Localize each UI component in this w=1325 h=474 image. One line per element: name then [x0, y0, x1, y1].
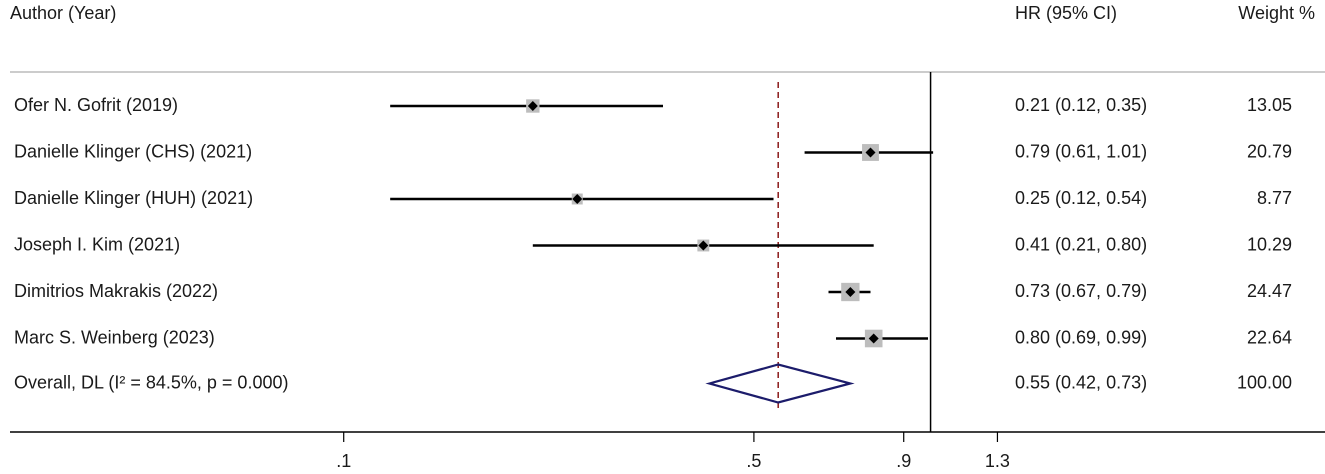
hr-label: 0.80 (0.69, 0.99): [1015, 327, 1147, 347]
overall-weight-label: 100.00: [1237, 372, 1292, 392]
hr-label: 0.73 (0.67, 0.79): [1015, 281, 1147, 301]
overall-label: Overall, DL (I² = 84.5%, p = 0.000): [14, 372, 288, 392]
point-estimate: [845, 287, 856, 297]
weight-label: 8.77: [1257, 188, 1292, 208]
hr-label: 0.79 (0.61, 1.01): [1015, 141, 1147, 161]
study-label: Dimitrios Makrakis (2022): [14, 281, 218, 301]
overall-diamond: [705, 363, 855, 404]
hr-label: 0.21 (0.12, 0.35): [1015, 95, 1147, 115]
weight-label: 20.79: [1247, 141, 1292, 161]
x-tick-label: .5: [746, 451, 761, 471]
point-estimate: [572, 194, 583, 204]
weight-label: 24.47: [1247, 281, 1292, 301]
weight-label: 22.64: [1247, 327, 1292, 347]
label-header: Author (Year): [10, 3, 116, 23]
study-label: Marc S. Weinberg (2023): [14, 327, 215, 347]
value-header: HR (95% CI): [1015, 3, 1117, 23]
point-estimate: [698, 240, 709, 251]
weight-header: Weight %: [1238, 3, 1315, 23]
hr-label: 0.25 (0.12, 0.54): [1015, 188, 1147, 208]
x-tick-label: 1.3: [985, 451, 1010, 471]
hr-label: 0.41 (0.21, 0.80): [1015, 234, 1147, 254]
weight-label: 10.29: [1247, 234, 1292, 254]
point-estimate: [527, 101, 538, 111]
overall-hr-label: 0.55 (0.42, 0.73): [1015, 372, 1147, 392]
point-estimate: [865, 147, 876, 158]
point-estimate: [868, 333, 879, 344]
weight-label: 13.05: [1247, 95, 1292, 115]
x-tick-label: .1: [336, 451, 351, 471]
study-label: Joseph I. Kim (2021): [14, 234, 180, 254]
study-label: Danielle Klinger (HUH) (2021): [14, 188, 253, 208]
x-tick-label: .9: [896, 451, 911, 471]
study-label: Ofer N. Gofrit (2019): [14, 95, 178, 115]
study-label: Danielle Klinger (CHS) (2021): [14, 141, 252, 161]
